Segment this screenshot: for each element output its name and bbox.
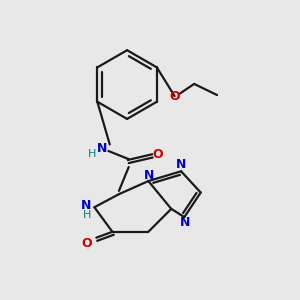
Text: H: H: [83, 210, 91, 220]
Text: O: O: [153, 148, 164, 161]
Text: N: N: [176, 158, 186, 171]
Text: O: O: [169, 89, 180, 103]
Text: N: N: [180, 216, 190, 229]
Text: N: N: [98, 142, 108, 155]
Text: O: O: [81, 237, 92, 250]
Text: N: N: [81, 199, 92, 212]
Text: H: H: [88, 149, 96, 159]
Text: N: N: [144, 169, 154, 182]
